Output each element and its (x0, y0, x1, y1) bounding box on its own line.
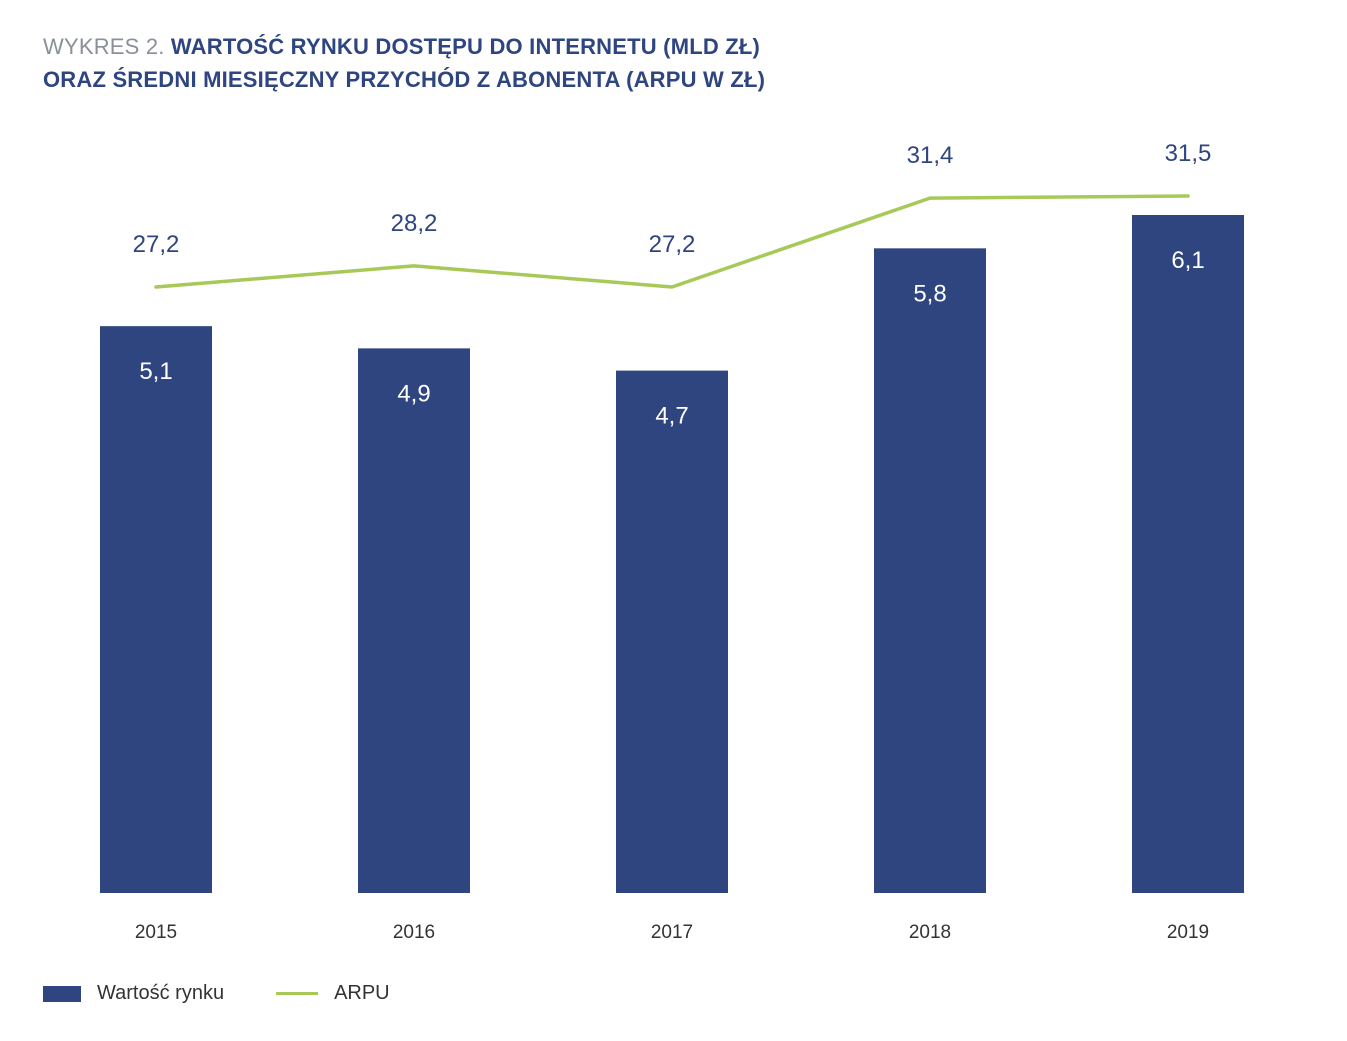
x-tick-label-2019: 2019 (1167, 922, 1209, 943)
chart-title-line-1: WYKRES 2. WARTOŚĆ RYNKU DOSTĘPU DO INTER… (43, 30, 765, 63)
legend-swatch-line (276, 992, 319, 995)
bar-label-2018: 5,8 (913, 280, 946, 307)
chart-title: WYKRES 2. WARTOŚĆ RYNKU DOSTĘPU DO INTER… (43, 30, 765, 96)
combo-chart: 5,1 2015 4,9 2016 4,7 2017 5,8 2018 6,1 2019 27,2 2… (100, 140, 1244, 943)
chart-title-line-2: ORAZ ŚREDNI MIESIĘCZNY PRZYCHÓD Z ABONEN… (43, 67, 766, 92)
x-tick-label-2018: 2018 (909, 922, 951, 943)
chart-number: WYKRES 2. (43, 34, 165, 59)
arpu-label-2015: 27,2 (133, 231, 180, 258)
bar-label-2016: 4,9 (397, 380, 430, 407)
arpu-label-2016: 28,2 (391, 210, 438, 237)
bar-2016 (358, 348, 470, 893)
legend-label-market-value: Wartość rynku (97, 982, 225, 1004)
bar-2017 (616, 370, 728, 893)
bar-label-2019: 6,1 (1171, 247, 1204, 274)
legend-item-market-value: Wartość rynku (43, 982, 224, 1005)
bar-2018 (874, 248, 986, 894)
arpu-label-2018: 31,4 (907, 142, 954, 169)
x-tick-label-2017: 2017 (651, 922, 693, 943)
bar-label-2015: 5,1 (139, 358, 172, 385)
chart-title-text-1: WARTOŚĆ RYNKU DOSTĘPU DO INTERNETU (MLD … (170, 34, 761, 59)
bar-2019 (1132, 215, 1244, 893)
arpu-label-2017: 27,2 (649, 231, 696, 258)
legend-swatch-bar (43, 985, 81, 1002)
legend-label-arpu: ARPU (334, 982, 390, 1004)
legend-item-arpu: ARPU (276, 982, 390, 1005)
x-tick-label-2015: 2015 (135, 922, 177, 943)
arpu-label-2019: 31,5 (1165, 140, 1212, 167)
legend: Wartość rynku ARPU (43, 982, 442, 1005)
bar-2015 (100, 326, 212, 893)
x-tick-label-2016: 2016 (393, 922, 435, 943)
arpu-line (154, 194, 1190, 289)
bar-label-2017: 4,7 (655, 403, 688, 430)
